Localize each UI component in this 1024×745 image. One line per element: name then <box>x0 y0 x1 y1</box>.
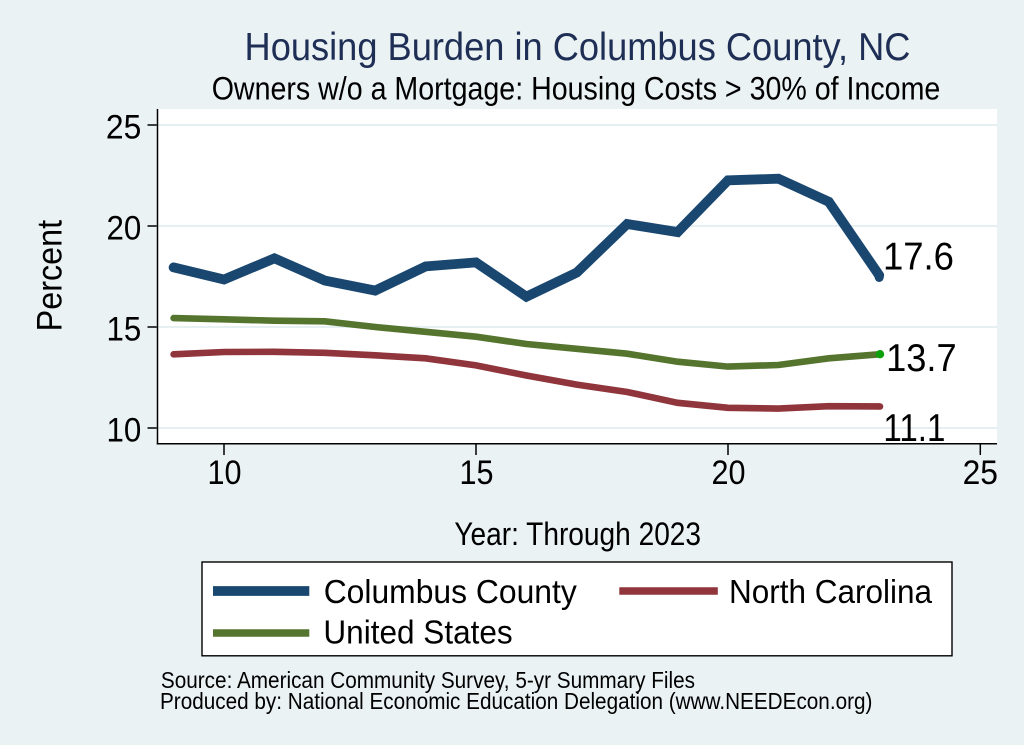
svg-text:Source: American Community Sur: Source: American Community Survey, 5-yr … <box>161 667 695 693</box>
svg-text:10: 10 <box>208 454 242 492</box>
svg-text:10: 10 <box>107 412 142 450</box>
svg-text:25: 25 <box>963 454 998 492</box>
svg-text:Owners w/o a Mortgage: Housing: Owners w/o a Mortgage: Housing Costs > 3… <box>212 70 941 107</box>
svg-text:Housing Burden in Columbus Cou: Housing Burden in Columbus County, NC <box>245 26 911 69</box>
svg-text:United States: United States <box>323 613 512 650</box>
svg-text:Produced by: National Economic: Produced by: National Economic Education… <box>160 688 872 714</box>
svg-text:17.6: 17.6 <box>883 235 954 278</box>
svg-text:20: 20 <box>107 210 142 248</box>
svg-text:Percent: Percent <box>31 220 70 332</box>
svg-text:Columbus County: Columbus County <box>324 573 578 610</box>
svg-text:North Carolina: North Carolina <box>729 573 933 610</box>
svg-text:11.1: 11.1 <box>883 407 945 450</box>
svg-text:15: 15 <box>107 311 142 349</box>
svg-text:20: 20 <box>712 454 746 492</box>
svg-text:Year: Through 2023: Year: Through 2023 <box>454 516 701 552</box>
svg-text:13.7: 13.7 <box>886 337 957 380</box>
svg-text:25: 25 <box>106 109 141 147</box>
svg-text:15: 15 <box>460 454 494 492</box>
